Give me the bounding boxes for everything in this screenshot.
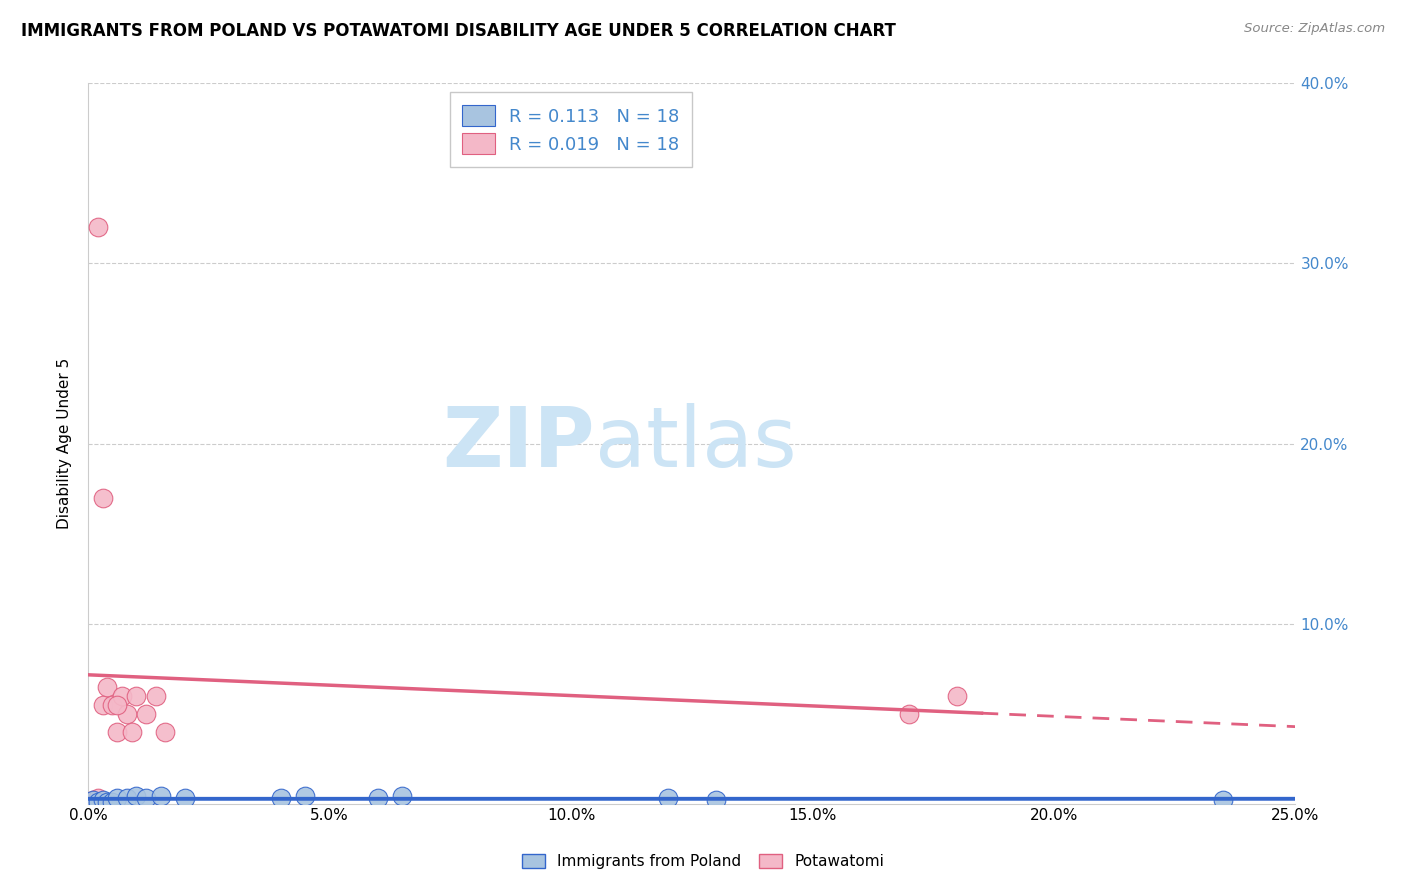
Point xyxy=(149,789,172,804)
Point xyxy=(121,724,143,739)
Point xyxy=(87,795,110,809)
Point xyxy=(125,689,148,703)
Text: atlas: atlas xyxy=(595,403,797,484)
Text: ZIP: ZIP xyxy=(443,403,595,484)
Y-axis label: Disability Age Under 5: Disability Age Under 5 xyxy=(58,358,72,529)
Point xyxy=(96,680,118,694)
Point xyxy=(898,706,921,721)
Point xyxy=(135,706,157,721)
Point xyxy=(82,793,104,807)
Point xyxy=(704,793,727,807)
Point xyxy=(145,689,167,703)
Point xyxy=(115,706,138,721)
Point xyxy=(135,791,157,805)
Point xyxy=(82,793,104,807)
Point xyxy=(125,789,148,804)
Point xyxy=(391,789,413,804)
Point xyxy=(105,698,128,712)
Point xyxy=(105,724,128,739)
Point xyxy=(115,791,138,805)
Point xyxy=(87,220,110,235)
Point xyxy=(87,791,110,805)
Point xyxy=(657,791,679,805)
Point xyxy=(946,689,969,703)
Point xyxy=(91,698,114,712)
Point xyxy=(101,795,124,809)
Text: Source: ZipAtlas.com: Source: ZipAtlas.com xyxy=(1244,22,1385,36)
Point xyxy=(91,491,114,505)
Point xyxy=(96,795,118,809)
Point xyxy=(101,698,124,712)
Text: IMMIGRANTS FROM POLAND VS POTAWATOMI DISABILITY AGE UNDER 5 CORRELATION CHART: IMMIGRANTS FROM POLAND VS POTAWATOMI DIS… xyxy=(21,22,896,40)
Point xyxy=(155,724,177,739)
Legend: Immigrants from Poland, Potawatomi: Immigrants from Poland, Potawatomi xyxy=(516,848,890,875)
Point xyxy=(270,791,292,805)
Point xyxy=(111,689,134,703)
Point xyxy=(1212,793,1234,807)
Point xyxy=(367,791,389,805)
Point xyxy=(173,791,195,805)
Point xyxy=(294,789,316,804)
Legend: R = 0.113   N = 18, R = 0.019   N = 18: R = 0.113 N = 18, R = 0.019 N = 18 xyxy=(450,93,692,167)
Point xyxy=(105,791,128,805)
Point xyxy=(91,793,114,807)
